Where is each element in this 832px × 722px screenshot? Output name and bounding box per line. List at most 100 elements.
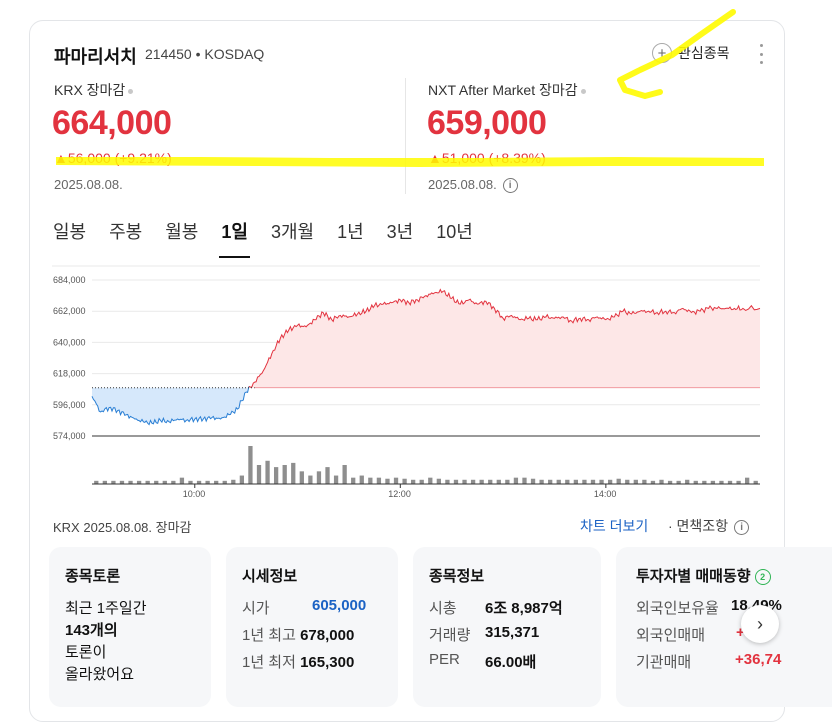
chart-more-link[interactable]: 차트 더보기: [580, 518, 649, 534]
krx-price: 664,000: [52, 104, 172, 142]
tab-weekly[interactable]: 주봉: [109, 222, 143, 242]
volume-bar: [625, 479, 630, 484]
volume-bar: [351, 477, 356, 484]
market-cap-row: 시총 6조 8,987억: [429, 600, 563, 617]
volume-bar: [727, 480, 733, 484]
foreign-trade-row: 외국인매매+4,: [636, 624, 757, 644]
volume-bar: [248, 446, 253, 484]
tab-1day[interactable]: 1일: [219, 218, 250, 258]
discussion-text-1: 최근 1주일간: [65, 600, 147, 617]
volume-bar: [393, 477, 399, 484]
volume-bar: [333, 475, 339, 484]
volume-bar: [342, 465, 347, 484]
volume-bar: [685, 479, 690, 484]
volume-bar: [265, 460, 270, 484]
tab-3month[interactable]: 3개월: [270, 222, 315, 242]
market-info-title: 시세정보: [242, 568, 298, 585]
volume-bar: [590, 479, 596, 484]
investor-trend-title: 투자자별 매매동향 2: [636, 565, 771, 586]
volume-bar: [154, 480, 159, 484]
volume-bar: [548, 479, 553, 484]
year-low-row: 1년 최저 165,300: [242, 654, 355, 671]
nxt-change: ▲51,000 (+8.39%): [428, 150, 546, 166]
volume-bar: [488, 479, 493, 484]
volume-bar: [453, 479, 459, 484]
price-chart[interactable]: 684,000 662,000 640,000 618,000 596,000 574,0…: [0, 262, 832, 502]
volume-bar: [231, 479, 236, 484]
institution-trade-row: 기관매매 +36,74: [636, 651, 782, 671]
volume-bar: [573, 479, 579, 484]
volume-bar: [316, 471, 322, 484]
plus-icon: +: [652, 43, 672, 63]
volume-bar: [667, 480, 673, 484]
volume-bar: [411, 479, 416, 484]
discussion-text-3: 토론이: [65, 644, 107, 661]
company-info-title: 종목정보: [429, 568, 485, 585]
open-price-row: 시가 605,000: [242, 597, 367, 617]
favorite-label: 관심종목: [678, 45, 730, 61]
volume-bar: [659, 479, 664, 484]
more-options-icon[interactable]: [755, 44, 767, 64]
volume-bar: [428, 477, 433, 484]
status-dot-icon: [580, 88, 586, 94]
next-arrow-button[interactable]: ›: [741, 605, 779, 643]
volume-bar: [479, 479, 484, 484]
favorite-button[interactable]: + 관심종목: [652, 43, 730, 63]
nxt-price: 659,000: [427, 104, 547, 142]
volume-bar: [496, 479, 501, 484]
divider: [405, 78, 406, 194]
volume-bar: [565, 479, 570, 484]
volume-row: 거래량 315,371: [429, 624, 540, 644]
y-tick-label: 640,000: [53, 337, 86, 347]
company-info-panel[interactable]: 종목정보 시총 6조 8,987억 거래량 315,371 PER 66.00배: [413, 547, 601, 707]
volume-bar: [616, 478, 621, 484]
volume-bar: [753, 480, 758, 484]
volume-bar: [111, 480, 116, 484]
stock-code-market: 214450 • KOSDAQ: [145, 46, 265, 62]
y-tick-label: 596,000: [53, 400, 86, 410]
volume-bar: [513, 477, 519, 484]
chart-source: KRX 2025.08.08. 장마감: [53, 520, 192, 535]
volume-bar: [582, 479, 587, 484]
tab-daily[interactable]: 일봉: [53, 222, 87, 242]
volume-bar: [419, 479, 424, 484]
volume-bar: [299, 471, 304, 484]
discussion-panel[interactable]: 종목토론 최근 1주일간 143개의 토론이 올라왔어요: [49, 547, 211, 707]
volume-bar: [642, 479, 647, 484]
volume-bar: [325, 467, 330, 484]
volume-bar: [196, 480, 202, 484]
info-icon[interactable]: i: [502, 178, 518, 194]
up-area-fill: [92, 289, 760, 388]
volume-bar: [522, 477, 527, 484]
tab-10year[interactable]: 10년: [436, 222, 473, 242]
disclaimer-link[interactable]: · 면책조항 i: [668, 516, 750, 536]
stock-name[interactable]: 파마리서치: [54, 47, 137, 67]
x-tick-label: 10:00: [183, 489, 206, 499]
year-high-row: 1년 최고 678,000: [242, 627, 355, 644]
volume-bar: [736, 480, 741, 484]
volume-bar: [436, 478, 441, 484]
tab-monthly[interactable]: 월봉: [165, 222, 199, 242]
volume-bar: [607, 479, 613, 484]
volume-bar: [539, 479, 544, 484]
tab-1year[interactable]: 1년: [337, 222, 364, 242]
price-line-up: [248, 288, 761, 388]
volume-bar: [282, 465, 287, 484]
volume-bar: [368, 477, 373, 484]
volume-bar: [145, 480, 150, 484]
discussion-count: 143개의: [65, 622, 118, 639]
volume-bar: [462, 479, 467, 484]
info-icon: i: [734, 519, 750, 535]
volume-bar: [650, 480, 656, 484]
market-info-panel[interactable]: 시세정보 시가 605,000 1년 최고 678,000 1년 최저 165,3…: [226, 547, 398, 707]
tab-3year[interactable]: 3년: [386, 222, 414, 242]
krx-date: 2025.08.08.: [54, 177, 123, 192]
volume-bar: [205, 480, 210, 484]
volume-bar: [119, 480, 125, 484]
nxt-date: 2025.08.08. i: [428, 177, 518, 194]
volume-bar: [179, 477, 185, 484]
volume-bar: [702, 480, 707, 484]
volume-bar: [94, 480, 99, 484]
volume-bar: [710, 480, 716, 484]
